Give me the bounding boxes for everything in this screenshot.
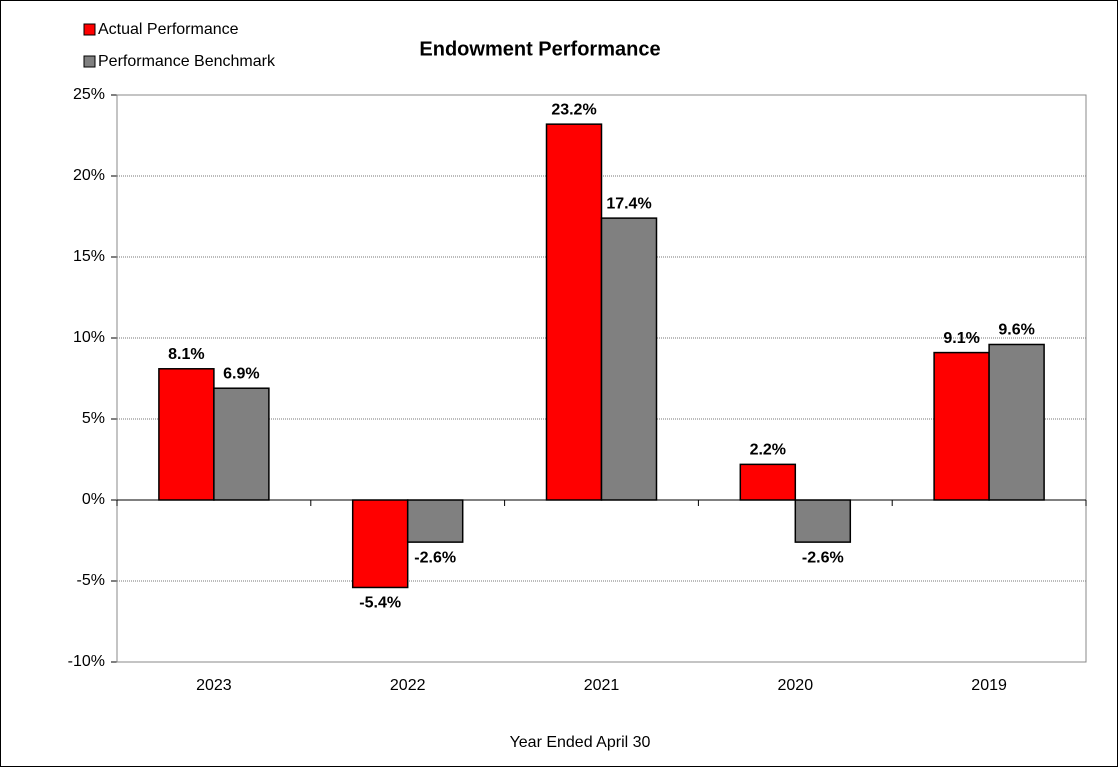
bar: [158, 368, 215, 501]
data-label: -2.6%: [414, 549, 456, 566]
x-tick-label: 2020: [778, 677, 814, 694]
bar: [739, 463, 797, 501]
data-label: 23.2%: [551, 101, 596, 118]
chart-title: Endowment Performance: [419, 38, 660, 60]
bar: [545, 123, 603, 501]
bar: [600, 217, 658, 501]
bar: [351, 499, 409, 589]
x-tick-label: 2021: [584, 677, 620, 694]
x-tick-label: 2023: [196, 677, 232, 694]
data-label: 17.4%: [606, 195, 651, 212]
x-axis-label: Year Ended April 30: [510, 734, 651, 751]
data-label: 8.1%: [168, 346, 204, 363]
y-tick-label: 25%: [73, 86, 105, 103]
data-label: 9.1%: [943, 330, 979, 347]
plot-border: [116, 94, 1087, 663]
x-tick-label: 2019: [971, 677, 1007, 694]
x-tick-label: 2022: [390, 677, 426, 694]
legend-label: Performance Benchmark: [98, 53, 276, 70]
data-label: -5.4%: [359, 595, 401, 612]
legend-swatch: [83, 55, 96, 68]
bar: [794, 499, 852, 543]
legend-swatch: [83, 23, 96, 36]
y-tick-label: 0%: [82, 491, 105, 508]
legend-label: Actual Performance: [98, 21, 239, 38]
bar: [213, 387, 270, 501]
y-tick-label: 5%: [82, 410, 105, 427]
data-label: 6.9%: [223, 365, 259, 382]
bar: [988, 343, 1045, 501]
data-label: 9.6%: [998, 322, 1034, 339]
y-tick-label: 20%: [73, 167, 105, 184]
data-label: -2.6%: [802, 549, 844, 566]
y-tick-label: -5%: [77, 572, 105, 589]
y-tick-label: -10%: [68, 653, 105, 670]
y-tick-label: 10%: [73, 329, 105, 346]
data-label: 2.2%: [750, 442, 786, 459]
y-tick-label: 15%: [73, 248, 105, 265]
bar: [933, 351, 990, 501]
bar: [406, 499, 464, 543]
